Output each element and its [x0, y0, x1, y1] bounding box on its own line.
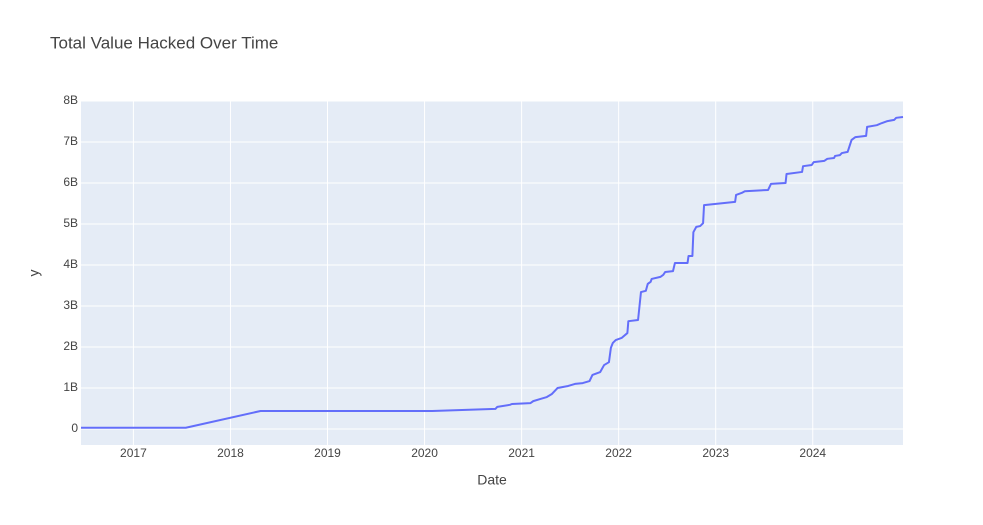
x-tick-label: 2018 — [217, 446, 244, 460]
y-tick-label: 0 — [71, 421, 78, 435]
x-tick-label: 2019 — [314, 446, 341, 460]
y-tick-label: 8B — [63, 93, 78, 107]
y-tick-label: 6B — [63, 175, 78, 189]
y-tick-label: 3B — [63, 298, 78, 312]
x-tick-label: 2020 — [411, 446, 438, 460]
x-tick-label: 2024 — [799, 446, 826, 460]
x-tick-label: 2022 — [605, 446, 632, 460]
y-tick-label: 7B — [63, 134, 78, 148]
x-axis-title: Date — [477, 472, 507, 488]
x-tick-label: 2021 — [508, 446, 535, 460]
chart-title: Total Value Hacked Over Time — [50, 33, 278, 52]
x-tick-label: 2023 — [702, 446, 729, 460]
plot-area — [81, 101, 903, 445]
y-tick-label: 2B — [63, 339, 78, 353]
data-line — [81, 115, 904, 429]
y-tick-label: 1B — [63, 380, 78, 394]
y-tick-label: 5B — [63, 216, 78, 230]
y-tick-label: 4B — [63, 257, 78, 271]
x-tick-label: 2017 — [120, 446, 147, 460]
y-axis-title: y — [26, 270, 42, 277]
